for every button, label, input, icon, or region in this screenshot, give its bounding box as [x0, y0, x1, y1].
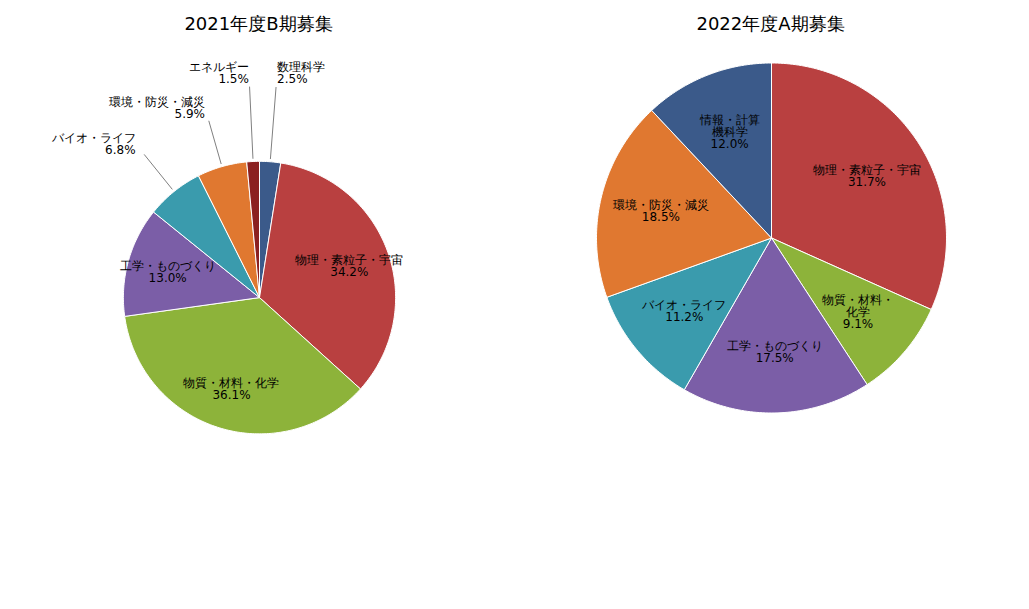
svg-text:工学・ものづくり17.5%: 工学・ものづくり17.5% — [726, 339, 822, 365]
svg-text:環境・防災・減災5.9%: 環境・防災・減災5.9% — [109, 95, 205, 121]
svg-text:環境・防災・減災18.5%: 環境・防災・減災18.5% — [612, 198, 708, 224]
html-text:2022年度A期募集: 2022年度A期募集 — [696, 13, 845, 34]
html-text:2021年度B期募集: 2021年度B期募集 — [184, 13, 333, 34]
svg-text:バイオ・ライフ6.8%: バイオ・ライフ6.8% — [50, 131, 135, 157]
svg-text:エネルギー1.5%: エネルギー1.5% — [188, 60, 248, 86]
svg-text:物理・素粒子・宇宙34.2%: 物理・素粒子・宇宙34.2% — [295, 253, 403, 279]
svg-text:工学・ものづくり13.0%: 工学・ものづくり13.0% — [119, 259, 215, 285]
svg-text:バイオ・ライフ11.2%: バイオ・ライフ11.2% — [641, 298, 726, 324]
svg-text:物質・材料・化学36.1%: 物質・材料・化学36.1% — [183, 376, 279, 402]
svg-text:物理・素粒子・宇宙31.7%: 物理・素粒子・宇宙31.7% — [812, 163, 920, 189]
svg-text:情報・計算機科学12.0%: 情報・計算機科学12.0% — [698, 113, 759, 151]
svg-text:数理科学2.5%: 数理科学2.5% — [277, 60, 325, 86]
svg-text:物質・材料・化学9.1%: 物質・材料・化学9.1% — [821, 293, 893, 331]
